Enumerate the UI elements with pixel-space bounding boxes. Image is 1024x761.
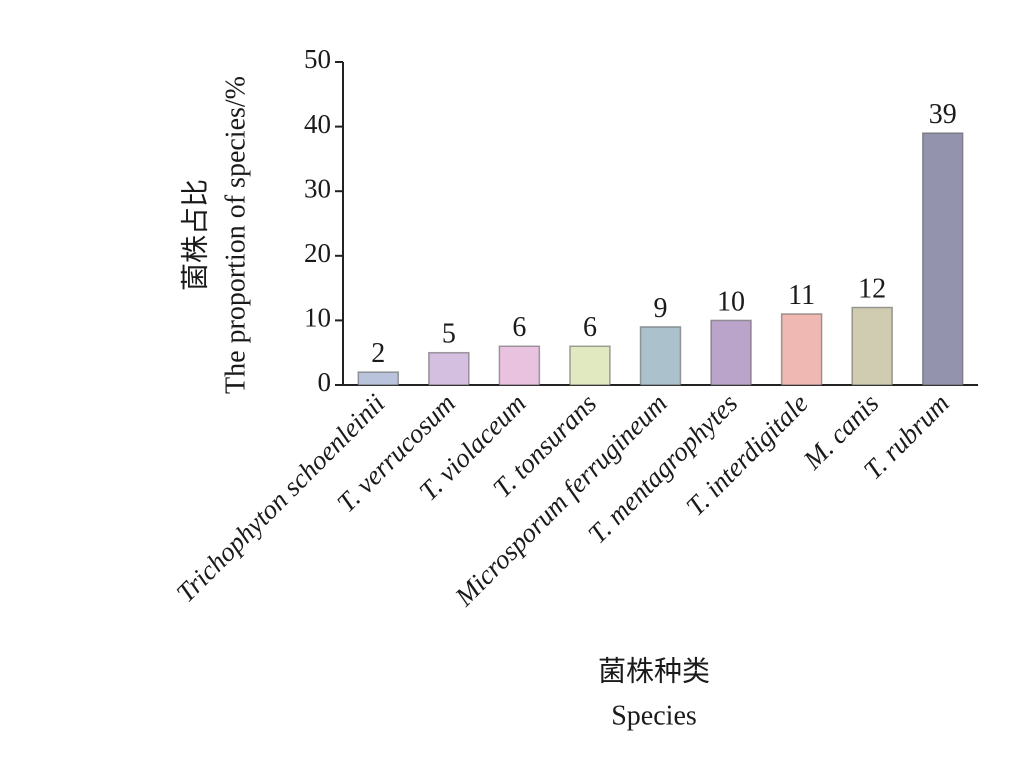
value-label: 10	[717, 286, 745, 317]
bar	[921, 132, 964, 386]
value-label: 39	[929, 99, 957, 130]
y-tick-label: 50	[304, 44, 331, 74]
bar	[428, 351, 470, 386]
bar	[498, 345, 541, 386]
value-label: 6	[512, 312, 526, 343]
bar	[710, 319, 752, 386]
bar	[780, 313, 823, 386]
value-label: 12	[858, 273, 886, 304]
y-tick-label: 20	[304, 238, 331, 268]
value-label: 5	[442, 319, 456, 350]
x-axis-title-cn: 菌株种类	[598, 655, 710, 687]
value-label: 11	[788, 280, 815, 311]
x-axis-title: Species	[611, 700, 697, 731]
value-label: 2	[371, 338, 385, 369]
y-axis-title: The proportion of species/%	[220, 76, 251, 394]
bar	[357, 371, 400, 386]
y-tick-label: 30	[304, 173, 331, 203]
value-label: 9	[654, 293, 668, 324]
bar	[851, 306, 893, 386]
bar	[569, 345, 611, 386]
y-tick-label: 10	[304, 303, 331, 333]
bar	[639, 326, 682, 386]
y-axis-title-cn: 菌株占比	[179, 179, 211, 291]
y-tick-label: 40	[304, 109, 331, 139]
x-tick-label: T. interdigitale	[680, 388, 814, 522]
value-label: 6	[583, 312, 597, 343]
y-tick-label: 0	[318, 367, 332, 397]
